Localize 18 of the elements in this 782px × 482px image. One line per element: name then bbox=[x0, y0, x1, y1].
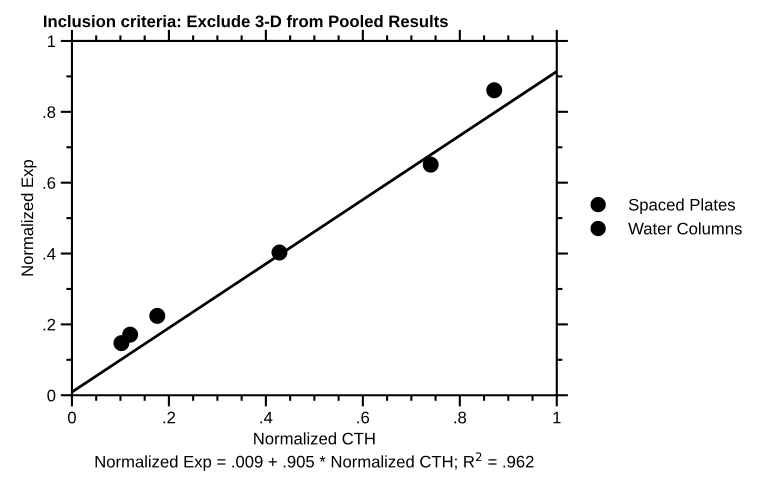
x-tick-label: .8 bbox=[454, 412, 466, 424]
y-axis-title: Normalized Exp bbox=[20, 160, 37, 276]
x-tick-label: 1 bbox=[553, 412, 561, 424]
y-tick-label: 0 bbox=[47, 390, 56, 402]
x-tick-label: 0 bbox=[68, 412, 76, 424]
chart-title: Inclusion criteria: Exclude 3-D from Pooled Results bbox=[44, 15, 448, 28]
y-tick-label: .2 bbox=[44, 318, 56, 330]
y-tick-label: 1 bbox=[48, 36, 56, 48]
legend-label: Water Columns bbox=[628, 222, 742, 235]
x-tick-label: .2 bbox=[163, 412, 176, 424]
legend-label: Spaced Plates bbox=[628, 198, 736, 214]
x-tick-label: .6 bbox=[357, 412, 370, 424]
y-tick-label: .4 bbox=[44, 248, 56, 260]
y-tick-label: .8 bbox=[44, 106, 56, 118]
x-tick-label: .4 bbox=[260, 412, 272, 424]
text: Normalized Exp = .009 + .905 * Normalized CTH; R$^{2}$ = .962 bbox=[96, 452, 534, 471]
y-tick-label: .6 bbox=[44, 177, 56, 189]
x-axis-title: Normalized CTH bbox=[254, 432, 375, 445]
